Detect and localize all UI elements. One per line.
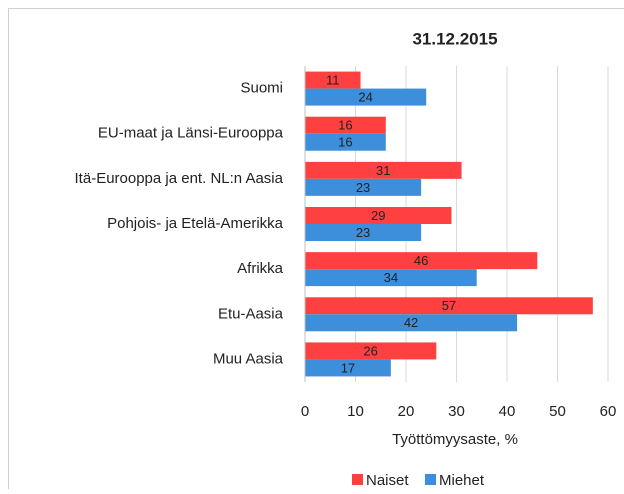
legend-label: Naiset [366,472,409,489]
data-label: 31 [376,163,390,178]
data-label: 16 [338,135,352,150]
data-label: 46 [414,253,428,268]
data-label: 29 [371,208,385,223]
y-tick-label: Etu-Aasia [218,305,284,322]
x-tick-label: 0 [301,403,309,420]
y-tick-label: Suomi [240,80,283,97]
x-axis-label: Työttömyysaste, % [392,431,518,448]
y-tick-label: EU-maat ja Länsi-Eurooppa [98,125,284,142]
data-label: 17 [341,360,355,375]
data-label: 16 [338,118,352,133]
y-tick-label: Afrikka [237,260,284,277]
x-tick-label: 20 [398,403,415,420]
chart-title: 31.12.2015 [412,29,497,48]
data-label: 34 [384,270,398,285]
x-tick-label: 30 [448,403,465,420]
data-label: 24 [358,90,372,105]
data-label: 23 [356,225,370,240]
data-label: 57 [442,298,456,313]
legend-label: Miehet [439,472,485,489]
y-tick-label: Itä-Eurooppa ja ent. NL:n Aasia [75,170,284,187]
data-label: 11 [326,73,340,88]
x-tick-label: 40 [499,403,516,420]
y-tick-label: Pohjois- ja Etelä-Amerikka [107,215,284,232]
legend-swatch [352,474,363,485]
x-tick-label: 10 [347,403,364,420]
data-label: 42 [404,315,418,330]
y-tick-label: Muu Aasia [213,350,284,367]
data-label: 23 [356,180,370,195]
x-tick-label: 60 [600,403,617,420]
x-tick-label: 50 [549,403,566,420]
legend-swatch [425,474,436,485]
data-label: 26 [363,343,377,358]
